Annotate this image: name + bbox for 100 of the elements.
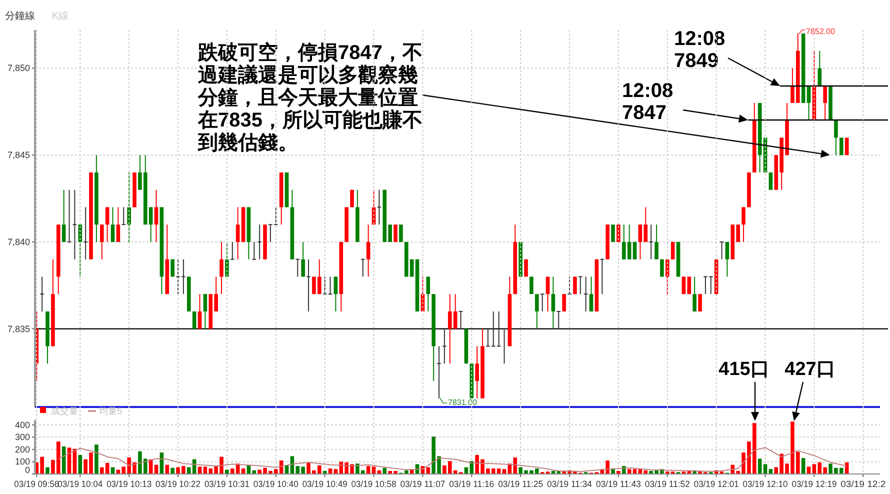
x-tick-label: 03/19 11:16 — [449, 479, 496, 489]
candlestick — [198, 294, 202, 330]
x-tick-label: 03/19 12:01 — [694, 479, 742, 489]
candlestick — [122, 206, 126, 226]
candlestick — [110, 206, 115, 242]
candlestick — [154, 189, 158, 242]
candlestick — [556, 310, 561, 330]
candlestick — [562, 294, 566, 312]
candlestick — [258, 224, 262, 260]
bar — [94, 444, 98, 474]
candlestick — [698, 294, 702, 312]
candlestick — [502, 328, 506, 364]
candlestick — [426, 276, 430, 312]
candlestick — [551, 276, 556, 330]
candlestick — [366, 224, 370, 278]
x-tick-label: 03/19 10:40 — [253, 479, 301, 489]
annotation: 7852.00 — [806, 27, 836, 36]
candlestick — [611, 224, 615, 242]
candlestick — [742, 206, 746, 242]
x-tick-label: 03/19 10:49 — [302, 479, 350, 489]
bar — [46, 467, 50, 474]
x-tick-label: 03/19 10:04 — [58, 479, 106, 489]
candlestick — [534, 294, 539, 330]
x-tick-label: 03/19 11:34 — [547, 479, 594, 489]
x-tick-label: 03/19 12:2 — [840, 479, 886, 489]
bar — [382, 468, 387, 474]
candlestick — [252, 241, 256, 260]
candlestick — [546, 276, 550, 312]
candlestick — [220, 241, 224, 295]
candlestick — [116, 206, 120, 242]
line-series — [58, 447, 848, 472]
x-tick-label: 03/19 10:22 — [156, 479, 204, 489]
y-tick-label: 7,845 — [7, 150, 30, 160]
candlestick — [328, 276, 332, 295]
candlestick — [62, 189, 66, 242]
candlestick — [72, 189, 77, 260]
candlestick — [530, 276, 534, 295]
legend-label: 均量5 — [98, 406, 122, 416]
candlestick — [600, 258, 604, 295]
candlestick — [584, 276, 588, 312]
y-tick-label: 7,840 — [7, 236, 30, 247]
candlestick — [768, 172, 773, 190]
y-tick-label: 300 — [14, 432, 30, 442]
x-tick-label: 03/19 11:25 — [498, 479, 545, 489]
candlestick — [720, 241, 724, 260]
y-tick-label: 7,835 — [7, 324, 30, 334]
annotation: 427口 — [784, 359, 836, 380]
candlestick — [823, 85, 827, 121]
candlestick — [442, 328, 446, 364]
candlestick — [399, 224, 403, 242]
legend-label: 成交量 — [51, 406, 78, 416]
x-tick-label: 03/19 12:10 — [742, 479, 790, 489]
candlestick — [301, 241, 305, 278]
candlestick — [844, 137, 849, 156]
annotation: 12:08 7847 — [622, 80, 674, 124]
x-tick-label: 03/19 12:19 — [792, 479, 840, 489]
bar — [758, 458, 762, 474]
candlestick — [839, 137, 844, 156]
annotation: 7831.00 — [448, 398, 478, 407]
y-tick-label: 400 — [14, 420, 30, 430]
annotation: 跌破可空，停損7847，不過建議還是可以多觀察幾分鐘，且今天最大量位置在7835，所以可能也賺不到幾估錢。 — [197, 41, 422, 154]
x-tick-label: 03/19 10:31 — [204, 479, 252, 489]
candlestick — [568, 276, 572, 295]
candlestick — [100, 224, 104, 260]
candlestick — [725, 241, 730, 278]
y-tick-label: 200 — [14, 444, 30, 454]
candlestick — [334, 276, 338, 312]
candlestick — [377, 189, 382, 226]
candlestick — [670, 241, 675, 260]
candlestick — [236, 206, 240, 260]
candlestick — [67, 189, 72, 242]
x-tick-label: 03/19 10:13 — [106, 479, 154, 489]
candlestick — [540, 294, 544, 312]
candlestick — [192, 310, 196, 330]
candlestick — [649, 224, 653, 260]
candlestick — [578, 276, 582, 295]
candlestick — [834, 120, 838, 156]
candlestick — [632, 241, 637, 260]
candlestick — [203, 294, 208, 330]
x-tick-label: 03/19 11:52 — [644, 479, 692, 489]
annotation: 12:08 7849 — [674, 28, 726, 72]
y-tick-label: 100 — [14, 456, 30, 467]
candlestick — [437, 346, 441, 399]
candlestick — [589, 276, 594, 312]
bar — [40, 456, 44, 474]
candlestick — [573, 276, 577, 295]
x-tick-label: 03/19 11:07 — [400, 479, 448, 489]
candlestick — [818, 50, 822, 86]
bar — [225, 470, 229, 474]
candlestick — [360, 258, 365, 278]
x-tick-label: 03/19 11:43 — [596, 479, 643, 489]
candlestick — [105, 206, 110, 242]
y-tick-label: 0 — [24, 465, 30, 475]
annotation: 415口 — [718, 359, 770, 380]
candlestick — [84, 206, 88, 260]
candlestick — [692, 276, 696, 312]
candlestick — [40, 276, 44, 312]
candlestick — [230, 241, 234, 260]
y-tick-label: 7,850 — [7, 63, 30, 74]
candlestick — [458, 310, 463, 330]
